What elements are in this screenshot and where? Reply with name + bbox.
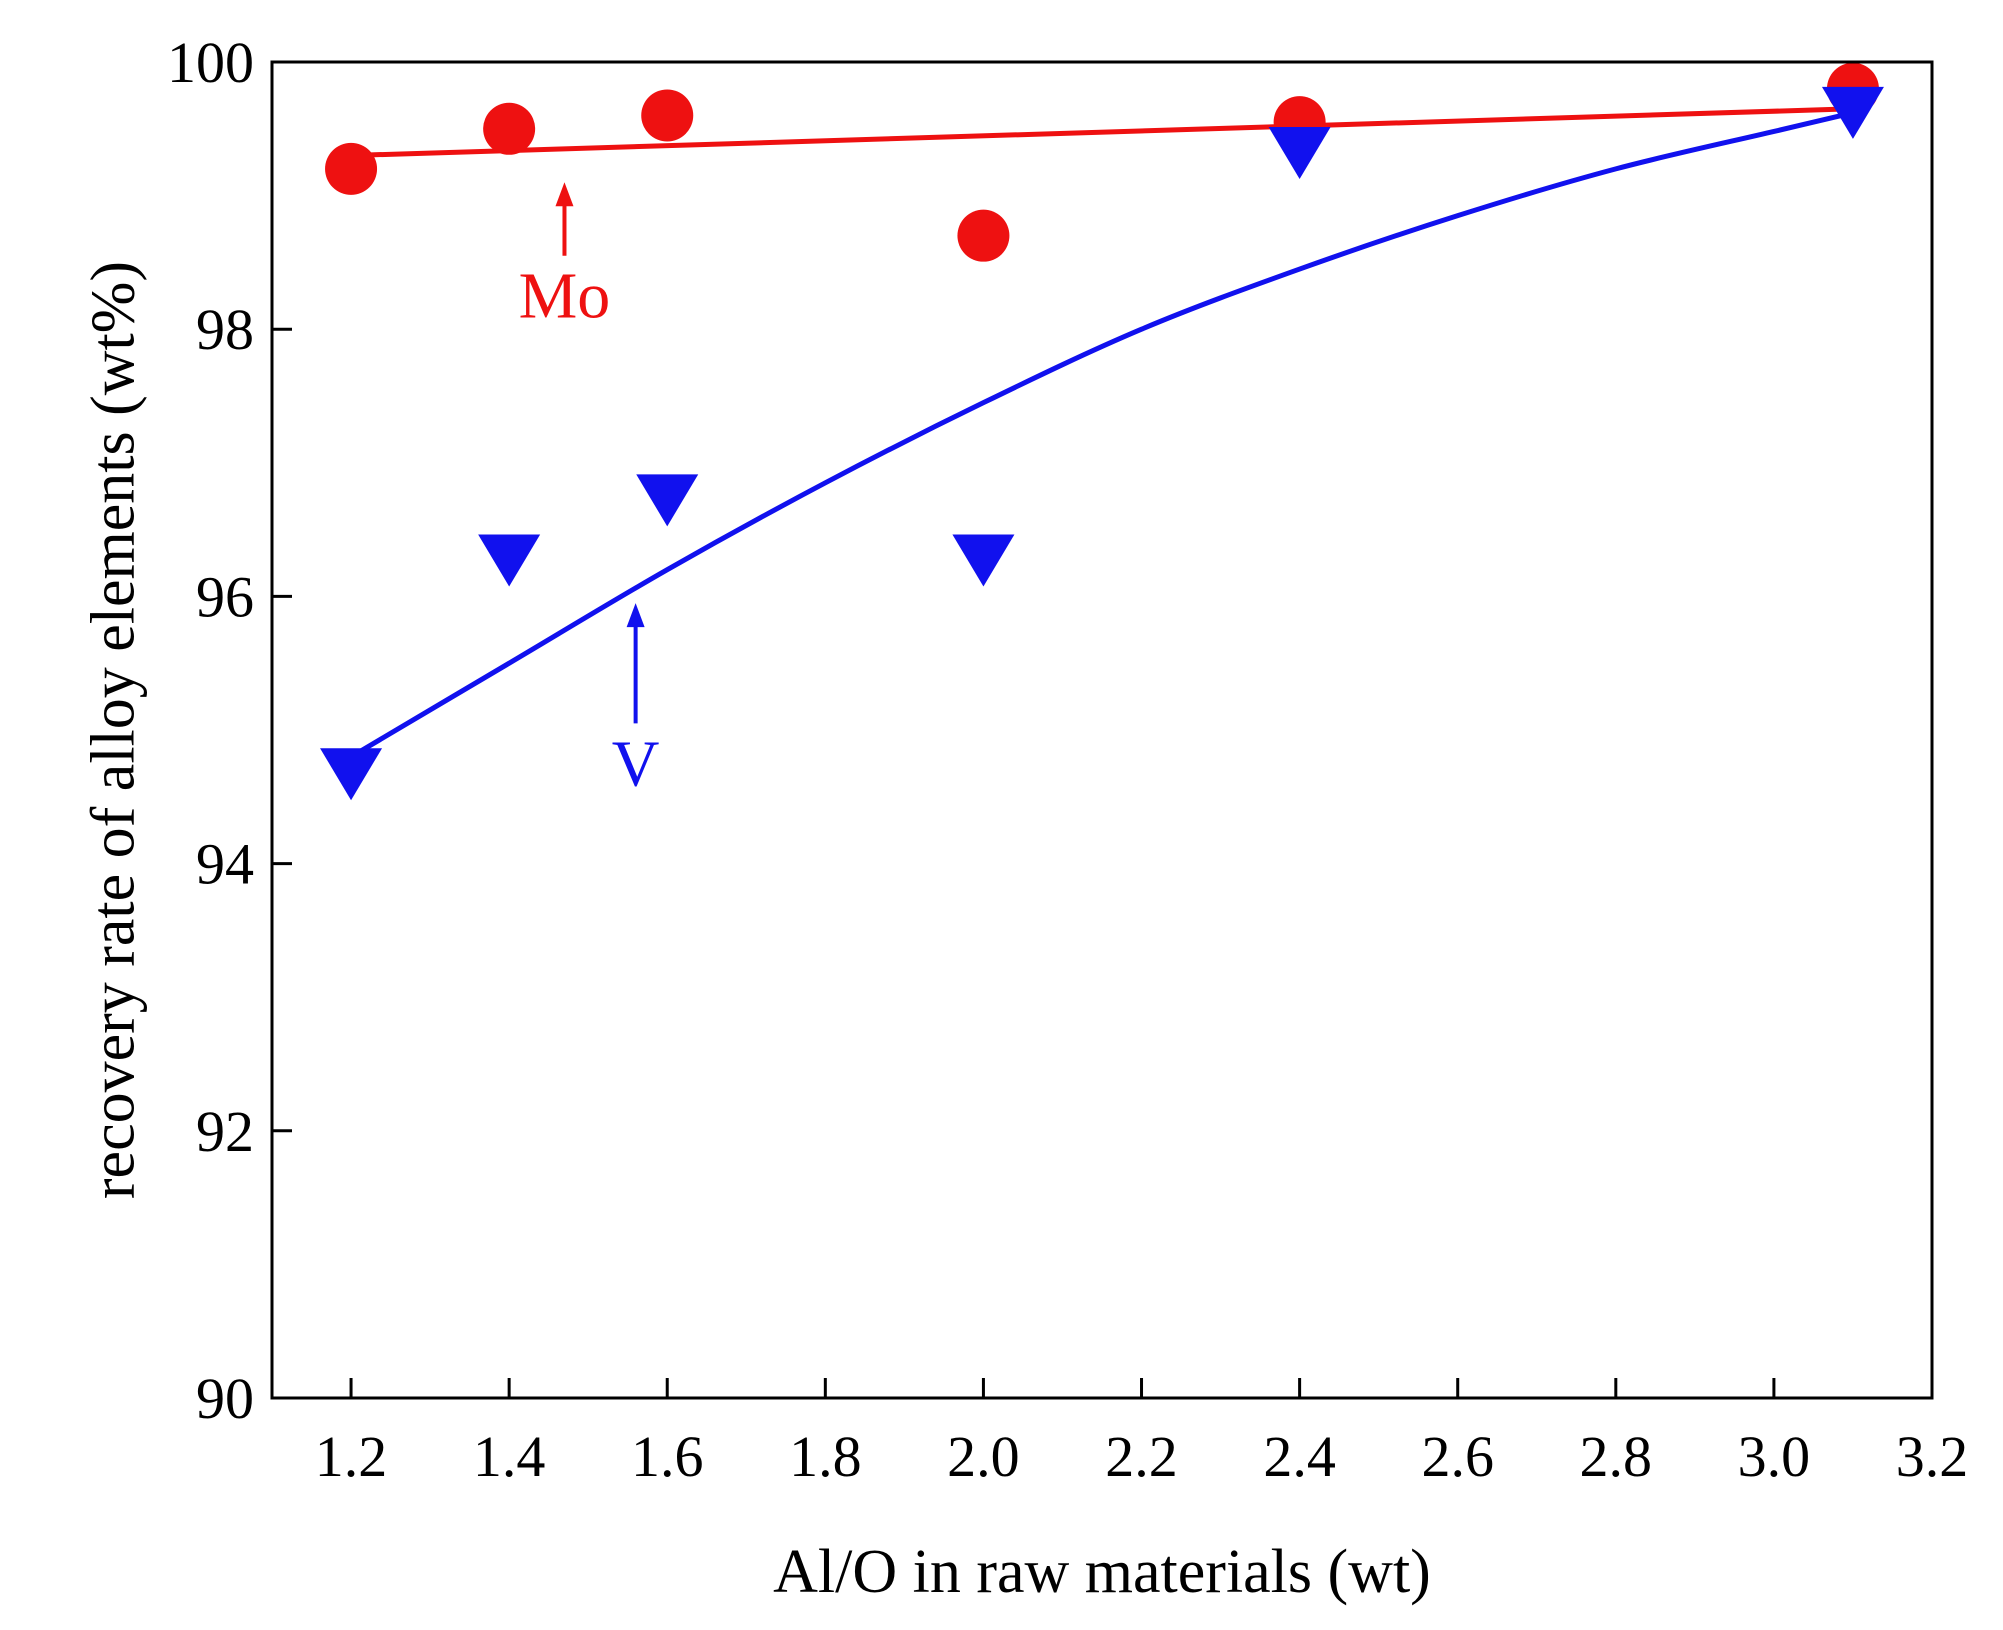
x-tick-label: 2.2: [1105, 1424, 1178, 1489]
axis-ticks: 1.2 1.4 1.6 1.8 2.0 2.2 2.4 2.6 2.8 3.0 3.2 90 92 94 9…: [167, 30, 1968, 1489]
annotation-arrowhead-v: [626, 603, 645, 628]
y-axis-title: recovery rate of alloy elements (wt%): [80, 261, 148, 1199]
x-tick-label: 2.8: [1580, 1424, 1653, 1489]
x-tick-label: 2.4: [1263, 1424, 1336, 1489]
data-point-mo: [325, 142, 378, 195]
annotation-label-mo: Mo: [519, 260, 611, 333]
data-point-v: [1268, 127, 1331, 179]
y-tick-label: 90: [196, 1366, 254, 1431]
x-tick-label: 1.2: [315, 1424, 388, 1489]
data-point-v: [478, 534, 541, 587]
data-point-v: [952, 534, 1015, 587]
fit-lines: [349, 106, 1854, 759]
y-tick-label: 92: [196, 1099, 254, 1164]
data-point-v: [636, 474, 699, 527]
annotation-arrowhead-mo: [555, 182, 574, 207]
y-tick-label: 96: [196, 564, 254, 629]
x-tick-label: 1.4: [473, 1424, 546, 1489]
annotations: Mo V: [519, 182, 660, 800]
fit-line-mo: [350, 106, 1854, 159]
data-point-mo: [957, 209, 1010, 262]
annotation-label-v: V: [612, 727, 660, 800]
data-markers: [320, 62, 1884, 801]
data-point-v: [320, 748, 383, 801]
x-tick-label: 2.0: [947, 1424, 1020, 1489]
fit-line-v: [349, 110, 1854, 759]
x-tick-label: 1.8: [789, 1424, 862, 1489]
x-tick-label: 3.2: [1896, 1424, 1969, 1489]
x-tick-label: 1.6: [631, 1424, 704, 1489]
data-point-mo: [483, 102, 536, 155]
x-tick-label: 3.0: [1738, 1424, 1811, 1489]
x-axis-title: Al/O in raw materials (wt): [773, 1538, 1431, 1606]
y-tick-label: 94: [196, 832, 254, 897]
plot-frame: [270, 60, 1934, 1400]
y-tick-label: 98: [196, 297, 254, 362]
data-point-v: [1821, 86, 1884, 139]
y-tick-label: 100: [167, 30, 254, 95]
data-point-mo: [641, 89, 694, 142]
x-tick-label: 2.6: [1421, 1424, 1494, 1489]
